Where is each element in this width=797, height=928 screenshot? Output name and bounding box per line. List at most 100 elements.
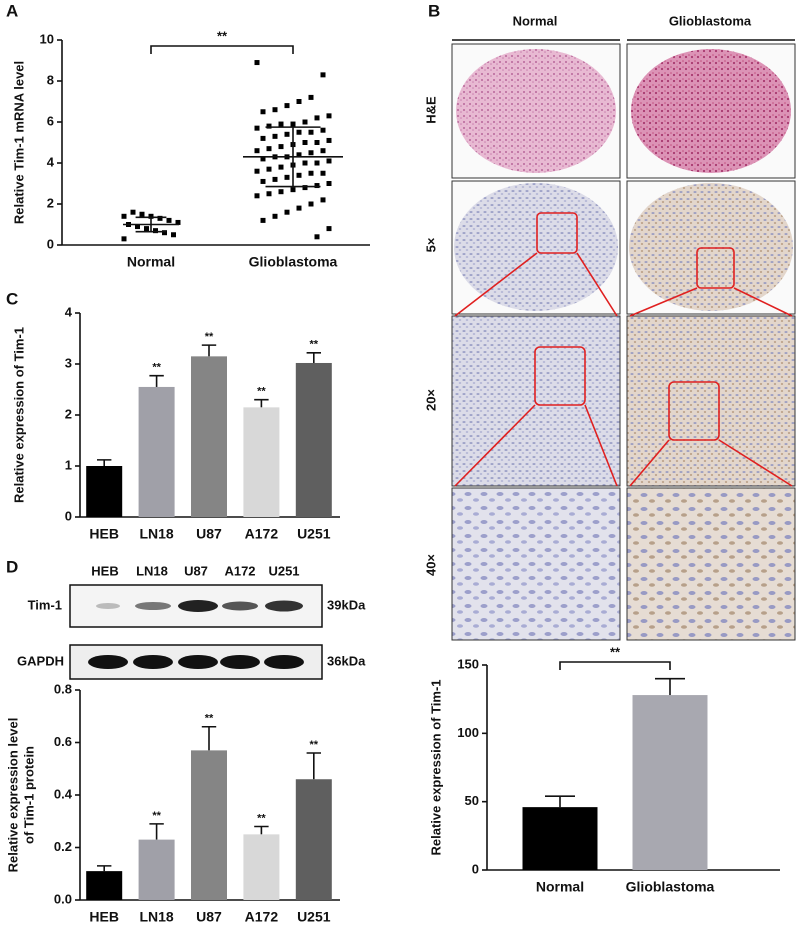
lane-label: A172 (224, 563, 255, 578)
point (296, 172, 302, 178)
y-tick-label: 0.0 (54, 891, 72, 906)
point (135, 224, 140, 230)
significance: ** (310, 339, 319, 351)
y-axis-label: Relative Tim-1 mRNA level (11, 61, 26, 224)
bar (295, 779, 332, 900)
point (254, 148, 260, 154)
point (308, 150, 314, 156)
bar (295, 362, 332, 517)
bar (522, 807, 598, 870)
point (260, 217, 266, 223)
point (278, 164, 284, 170)
error-bar (97, 459, 112, 466)
y-axis-label: Relative expression of Tim-1 (428, 679, 443, 855)
x-tick-label: U87 (196, 909, 222, 925)
point (314, 234, 320, 240)
bar (632, 695, 708, 870)
point (254, 168, 260, 174)
point (284, 174, 290, 180)
lane-label: LN18 (136, 563, 168, 578)
x-tick-label: HEB (89, 909, 119, 925)
error-bar (254, 398, 269, 408)
point (296, 129, 302, 135)
point (272, 176, 278, 182)
point (162, 230, 167, 236)
significance: ** (257, 386, 266, 398)
point (157, 215, 163, 221)
point (272, 133, 278, 139)
point (266, 166, 272, 172)
x-tick-label: HEB (89, 526, 119, 542)
y-tick-label: 8 (47, 72, 54, 87)
point (266, 123, 272, 129)
point (308, 201, 314, 207)
y-tick-label: 2 (65, 406, 72, 421)
point (326, 181, 332, 186)
point (272, 107, 278, 113)
point (326, 137, 332, 143)
x-tick-label: A172 (245, 526, 279, 542)
point (266, 191, 272, 197)
row-label: 40× (423, 554, 438, 576)
significance: ** (217, 28, 228, 43)
y-tick-label: 100 (457, 725, 479, 740)
y-tick-label: 1 (65, 457, 72, 472)
point (284, 209, 290, 215)
error-bar (149, 823, 164, 840)
bracket (150, 45, 294, 54)
point (296, 152, 302, 158)
significance: ** (205, 713, 214, 725)
significance: ** (152, 810, 161, 822)
x-tick-label: LN18 (139, 909, 173, 925)
x-tick-label: A172 (245, 909, 279, 925)
point (284, 131, 290, 137)
point (284, 103, 290, 109)
sd-bar (135, 216, 167, 233)
lane-label: U87 (184, 563, 208, 578)
point (290, 121, 296, 127)
point (320, 72, 326, 78)
significance: ** (205, 331, 214, 343)
y-tick-label: 0.6 (54, 734, 72, 749)
point (278, 121, 284, 127)
y-tick-label: 0.2 (54, 839, 72, 854)
point (314, 115, 320, 121)
row-label: Tim-1 (28, 597, 62, 612)
point (166, 217, 172, 223)
point (320, 127, 326, 133)
panel-letter: B (428, 1, 440, 20)
x-tick-label: Glioblastoma (626, 879, 715, 895)
bar (86, 466, 123, 517)
bar (191, 356, 227, 517)
point (314, 140, 320, 145)
lane-label: HEB (91, 563, 118, 578)
bar (86, 871, 123, 900)
x-tick-label: Normal (536, 879, 584, 895)
bar (243, 834, 280, 900)
point (121, 236, 127, 242)
point (308, 129, 314, 135)
column-label: Normal (513, 13, 558, 28)
row-label: H&E (423, 96, 438, 124)
panel-letter: A (6, 1, 18, 20)
y-tick-label: 0 (472, 861, 479, 876)
error-bar (201, 344, 217, 357)
point (278, 189, 284, 195)
sd-bar (265, 126, 321, 188)
point (260, 178, 266, 184)
significance: ** (257, 812, 266, 824)
point (260, 135, 266, 141)
point (326, 226, 332, 232)
row-label: 5× (423, 237, 438, 252)
point (290, 187, 296, 193)
error-bar (97, 865, 112, 872)
x-tick-label: Normal (127, 254, 175, 270)
western-blot: HEB LN18 U87 A172 U251 Tim-1 GAPDH 39kDa… (17, 563, 366, 680)
significance: ** (152, 362, 161, 374)
error-bar (201, 725, 217, 751)
error-bar (254, 825, 269, 835)
y-tick-label: 4 (65, 304, 73, 319)
y-tick-label: 0 (65, 508, 72, 523)
point (272, 213, 278, 219)
